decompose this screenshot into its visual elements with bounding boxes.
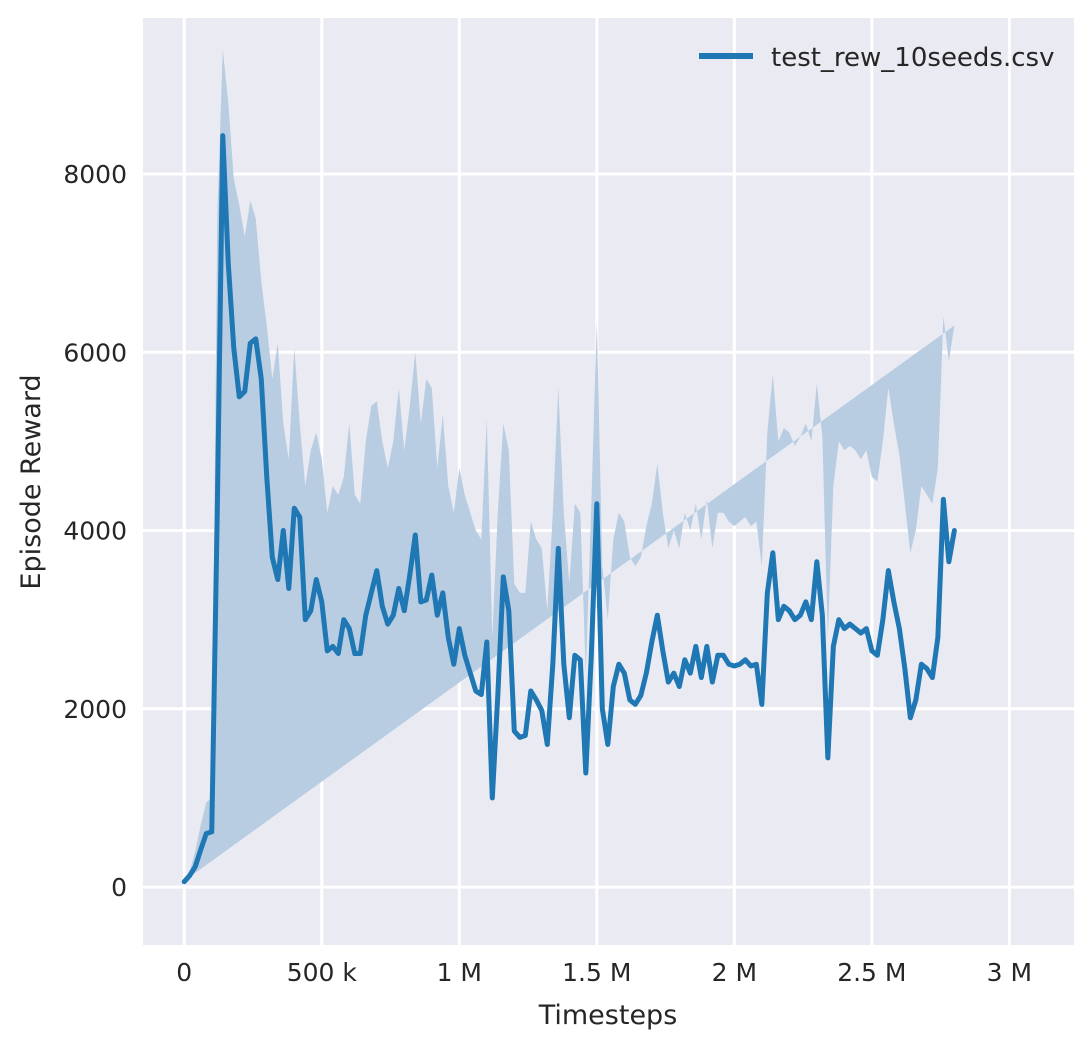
confidence-band (184, 49, 955, 881)
x-tick-label-4: 2 M (712, 958, 757, 987)
x-tick-label-1: 500 k (287, 958, 358, 987)
mean-line (181, 133, 957, 885)
y-tick-label-1: 2000 (63, 695, 127, 724)
y-tick-label-2: 4000 (63, 517, 127, 546)
legend-label-test-rew-10seeds: test_rew_10seeds.csv (771, 43, 1054, 73)
x-tick-label-5: 2.5 M (837, 958, 906, 987)
y-tick-labels: 0 2000 4000 6000 8000 (63, 160, 127, 902)
x-tick-label-0: 0 (176, 958, 192, 987)
x-axis-title: Timesteps (538, 1000, 678, 1031)
legend[interactable]: test_rew_10seeds.csv (699, 43, 1054, 73)
x-tick-label-6: 3 M (987, 958, 1032, 987)
y-tick-label-4: 8000 (63, 160, 127, 189)
x-tick-label-2: 1 M (437, 958, 482, 987)
x-tick-label-3: 1.5 M (562, 958, 631, 987)
y-axis-title: Episode Reward (16, 374, 47, 589)
y-tick-label-3: 6000 (63, 338, 127, 367)
x-tick-labels: 0 500 k 1 M 1.5 M 2 M 2.5 M 3 M (176, 958, 1032, 987)
y-tick-label-0: 0 (111, 873, 127, 902)
